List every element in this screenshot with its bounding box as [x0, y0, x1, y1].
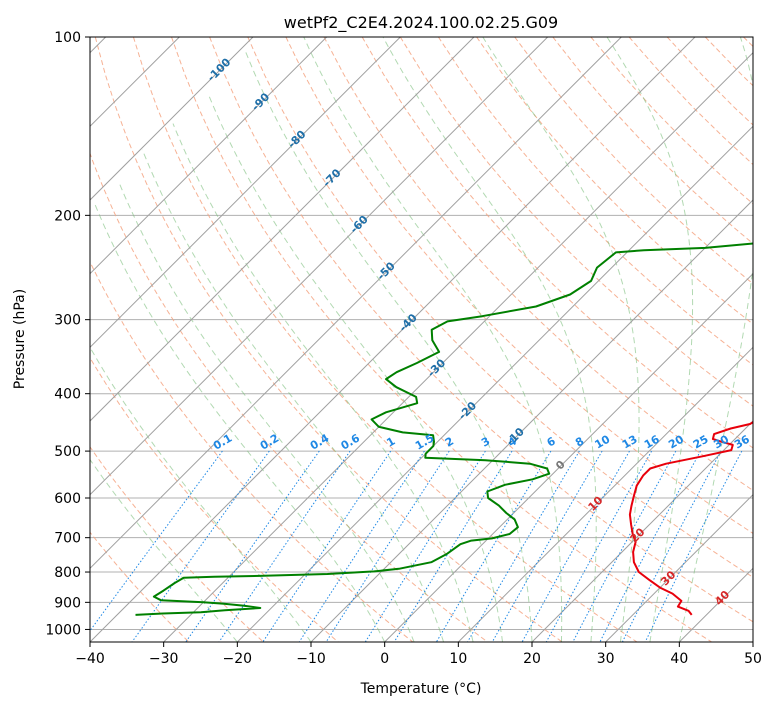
x-tick-label: 10	[449, 651, 467, 667]
mixing-ratio-line	[521, 450, 630, 642]
y-axis-title: Pressure (hPa)	[12, 289, 28, 389]
x-tick-label: −10	[296, 651, 326, 667]
dry-adiabat-line	[90, 260, 414, 642]
moist-adiabat-line	[678, 37, 753, 642]
dry-adiabat-line	[399, 37, 753, 407]
moist-adiabat-line	[606, 37, 694, 642]
isotherm-line	[90, 37, 328, 275]
isotherm-line	[236, 125, 753, 642]
y-tick-label: 400	[54, 387, 81, 403]
y-tick-label: 900	[54, 595, 81, 611]
x-tick-label: 0	[380, 651, 389, 667]
mixing-ratio-line	[364, 450, 486, 642]
isotherm-line	[310, 199, 753, 642]
chart-title: wetPf2_C2E4.2024.100.02.25.G09	[284, 13, 558, 33]
dry-adiabat-line	[437, 37, 753, 366]
isotherm-line	[605, 493, 753, 642]
isotherm-line	[384, 272, 753, 642]
axes: −40 −30 −20 −10 0 10 20 30 40 50 100 200 300 400 500 60…	[45, 30, 762, 667]
isotherm-line	[90, 37, 475, 422]
mixing-ratio-line	[545, 450, 653, 642]
moist-adiabat-line	[244, 49, 533, 642]
x-tick-label: −20	[223, 651, 253, 667]
isotherm-line	[90, 37, 696, 642]
mixing-ratio-line	[572, 450, 677, 642]
y-tick-label: 700	[54, 531, 81, 547]
x-tick-label: 30	[597, 651, 615, 667]
mixing-ratio-line	[599, 450, 701, 642]
x-tick-label: 20	[523, 651, 541, 667]
moist-adiabat-line	[303, 37, 563, 642]
moist-adiabat-line	[172, 123, 474, 642]
moist-adiabat-line	[90, 346, 312, 642]
dry-adiabat-line	[247, 37, 753, 578]
y-tick-label: 300	[54, 313, 81, 329]
temperature-profile-line	[628, 420, 753, 616]
moist-adiabat-line	[90, 458, 238, 642]
moist-adiabat-line	[382, 37, 597, 642]
plot-frame	[89, 36, 754, 643]
y-tick-label: 100	[54, 30, 81, 46]
x-tick-label: −30	[149, 651, 179, 667]
dewpoint-profile-line	[135, 242, 753, 616]
isotherm-line	[90, 37, 254, 201]
mixing-ratio-line	[393, 450, 513, 642]
dry-adiabat-line	[132, 37, 638, 642]
mixing-ratio-line	[621, 450, 722, 642]
mixing-ratio-line	[467, 450, 580, 642]
y-tick-label: 600	[54, 491, 81, 507]
dry-adiabat-line	[90, 446, 264, 642]
mixing-ratio-line	[644, 450, 743, 642]
moist-adiabat-line	[141, 149, 445, 642]
isotherm-line	[90, 37, 622, 570]
y-tick-label: 800	[54, 565, 81, 581]
isotherm-line	[90, 37, 549, 496]
y-tick-label: 500	[54, 444, 81, 460]
moist-adiabat-line	[117, 180, 415, 642]
mixing-ratio-line	[131, 450, 270, 642]
dry-adiabat-line	[514, 37, 753, 285]
dry-adiabat-line	[90, 531, 190, 642]
mixing-ratio-line	[298, 450, 425, 642]
profile-lines	[135, 242, 753, 616]
isotherm-line	[90, 37, 401, 349]
x-tick-label: −40	[75, 651, 105, 667]
dry-adiabat-line	[209, 37, 753, 623]
isotherm-line	[457, 346, 753, 642]
mixing-ratio-line	[185, 450, 320, 642]
mixing-ratio-line	[90, 450, 223, 632]
dry-adiabat-line	[323, 37, 753, 492]
y-tick-label: 200	[54, 208, 81, 224]
x-axis-title: Temperature (°C)	[360, 681, 482, 697]
mixing-ratio-line	[218, 450, 351, 642]
isotherm-line	[163, 51, 753, 642]
dry-adiabat-line	[94, 37, 563, 642]
mixing-ratio-line	[491, 450, 603, 642]
x-tick-label: 40	[670, 651, 688, 667]
isotherm-line	[531, 420, 753, 642]
y-tick-label: 1000	[45, 622, 81, 638]
moist-adiabat-line	[93, 201, 386, 642]
dry-adiabat-line	[476, 37, 753, 325]
dry-adiabat-line	[285, 37, 753, 534]
x-tick-label: 50	[744, 651, 762, 667]
dry-adiabat-line	[90, 151, 488, 642]
